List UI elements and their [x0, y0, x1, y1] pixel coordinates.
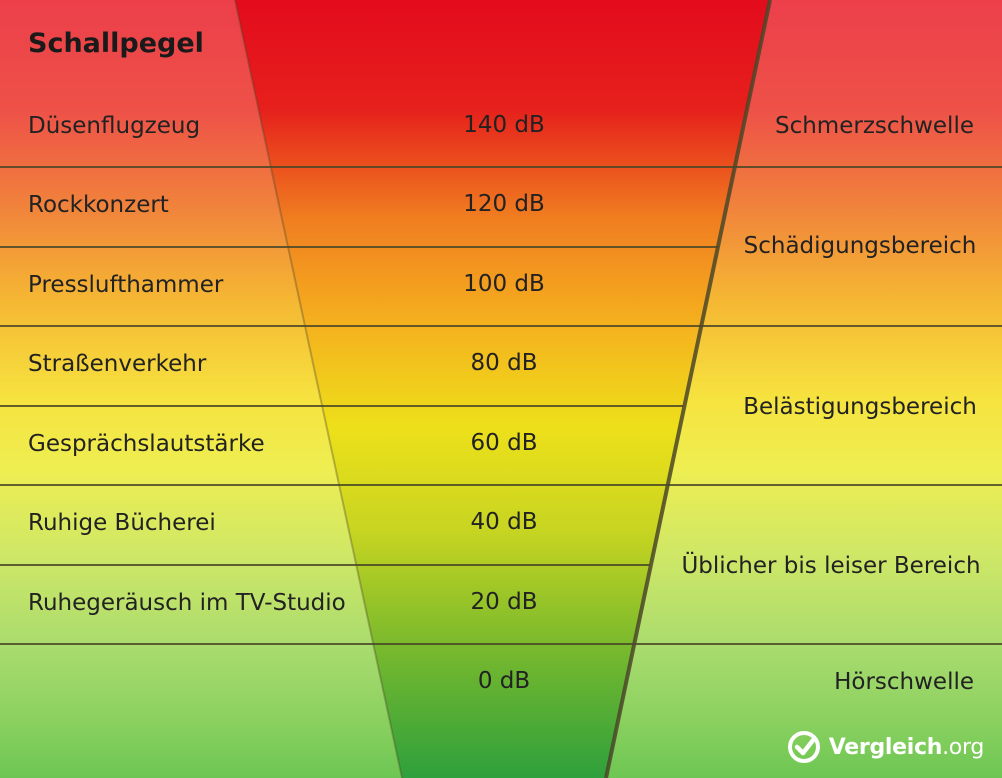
db-level: 140 dB — [463, 112, 545, 138]
funnel-edge-right — [604, 0, 772, 778]
db-level: 100 dB — [463, 271, 545, 297]
funnel-shape — [235, 0, 770, 778]
source-label: Presslufthammer — [28, 272, 224, 298]
db-level: 120 dB — [463, 191, 545, 217]
row-divider — [0, 405, 683, 407]
brand-name: Vergleich.org — [828, 734, 985, 760]
row-divider — [0, 246, 718, 248]
db-level: 20 dB — [470, 589, 538, 615]
db-level: 0 dB — [477, 668, 531, 694]
source-label: Rockkonzert — [28, 192, 169, 218]
brand-name-suffix: .org — [942, 734, 984, 760]
brand-logo: Vergleich.org — [787, 730, 984, 764]
zone-label: Belästigungsbereich — [743, 394, 977, 420]
zone-label: Üblicher bis leiser Bereich — [681, 553, 981, 579]
source-label: Ruhegeräusch im TV-Studio — [28, 590, 346, 616]
brand-name-main: Vergleich — [828, 734, 943, 760]
db-level: 80 dB — [470, 350, 538, 376]
db-level: 40 dB — [470, 509, 538, 535]
zone-label: Schmerzschwelle — [774, 113, 974, 139]
funnel-edge-left — [234, 0, 403, 778]
source-label: Ruhige Bücherei — [28, 510, 216, 536]
zone-label: Schädigungsbereich — [743, 233, 977, 259]
checkmark-icon — [787, 731, 820, 763]
source-label: Düsenflugzeug — [28, 113, 201, 139]
source-label: Straßenverkehr — [28, 351, 207, 377]
row-divider — [0, 643, 1002, 645]
row-divider — [0, 484, 1002, 486]
db-level: 60 dB — [470, 430, 538, 456]
row-divider — [0, 325, 1002, 327]
zone-label: Hörschwelle — [834, 669, 974, 695]
source-label: Gesprächslautstärke — [28, 431, 265, 457]
row-divider — [0, 564, 650, 566]
diagram-title: Schallpegel — [28, 28, 204, 59]
row-divider — [0, 166, 1002, 168]
